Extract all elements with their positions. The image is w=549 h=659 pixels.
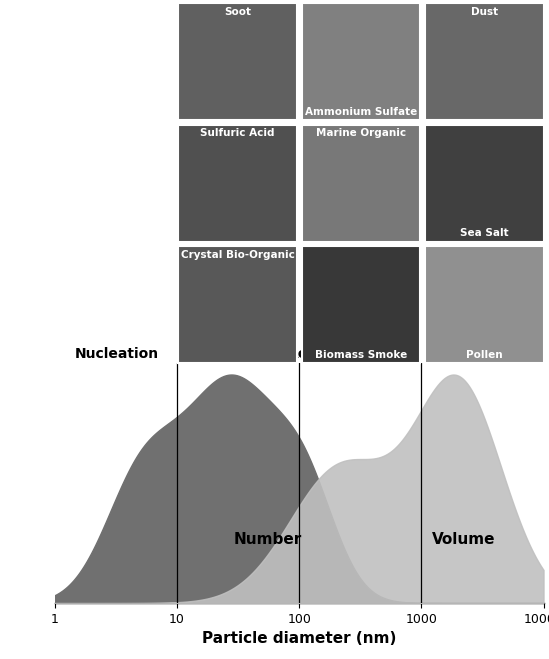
Text: Soot: Soot (224, 7, 251, 16)
Text: Coarse: Coarse (449, 347, 503, 360)
Text: Aitken: Aitken (210, 347, 260, 360)
Text: Sulfuric Acid: Sulfuric Acid (200, 129, 275, 138)
Text: Marine Organic: Marine Organic (316, 129, 406, 138)
Text: Number: Number (233, 532, 301, 546)
X-axis label: Particle diameter (nm): Particle diameter (nm) (202, 631, 396, 646)
Text: Nucleation: Nucleation (75, 347, 159, 360)
Text: Biomass Smoke: Biomass Smoke (315, 350, 407, 360)
Text: Accumulation: Accumulation (288, 347, 394, 360)
Text: Ammonium Sulfate: Ammonium Sulfate (305, 107, 417, 117)
Text: Pollen: Pollen (466, 350, 502, 360)
Text: Crystal Bio-Organic: Crystal Bio-Organic (181, 250, 294, 260)
Text: Dust: Dust (470, 7, 498, 16)
Text: Sea Salt: Sea Salt (460, 228, 508, 238)
Text: Volume: Volume (432, 532, 495, 546)
